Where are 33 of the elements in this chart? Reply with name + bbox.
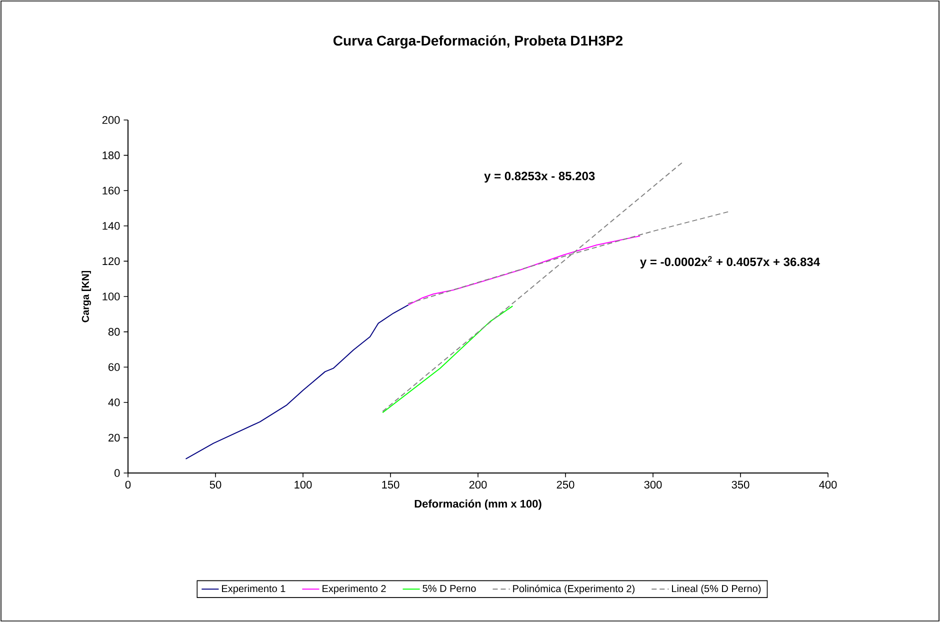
y-axis-title: Carga [KN] xyxy=(82,270,91,322)
y-tick-label: 60 xyxy=(108,363,120,371)
y-tick-label: 100 xyxy=(102,292,120,300)
legend-label: Experimento 1 xyxy=(222,584,286,594)
y-tick-label: 80 xyxy=(108,328,120,336)
legend-label: Lineal (5% D Perno) xyxy=(672,584,761,594)
line-series xyxy=(408,235,641,306)
line-series xyxy=(382,306,514,414)
y-tick-label: 40 xyxy=(108,398,120,406)
legend-label: 5% D Perno xyxy=(422,584,476,592)
x-axis-title: Deformación (mm x 100) xyxy=(414,499,542,510)
y-tick-label: 0 xyxy=(114,469,120,477)
y-tick-label: 160 xyxy=(102,186,120,194)
x-tick-label: 400 xyxy=(819,480,837,489)
x-tick-label: 250 xyxy=(556,480,574,489)
x-tick-label: 100 xyxy=(294,480,312,489)
x-tick-label: 0 xyxy=(125,480,131,489)
legend-label: Polinómica (Experimento 2) xyxy=(513,584,634,594)
y-tick-label: 200 xyxy=(102,116,120,124)
x-tick-label: 150 xyxy=(382,480,400,489)
legend-label: Experimento 2 xyxy=(322,584,386,594)
annotation: y = -0.0002x$^{2}$ + 0.4057x + 36.834 xyxy=(640,256,820,268)
line-series xyxy=(185,304,409,460)
x-tick-label: 50 xyxy=(210,480,222,489)
y-tick-label: 120 xyxy=(102,257,120,266)
x-tick-label: 200 xyxy=(469,480,487,489)
y-tick-label: 20 xyxy=(108,434,120,442)
x-tick-label: 350 xyxy=(732,480,750,489)
y-tick-label: 180 xyxy=(102,151,120,160)
x-tick-label: 300 xyxy=(644,480,662,489)
y-tick-label: 140 xyxy=(102,222,120,230)
chart-title: Curva Carga-Deformación, Probeta D1H3P2 xyxy=(333,35,623,48)
annotation: y = 0.8253x - 85.203 xyxy=(484,172,595,183)
